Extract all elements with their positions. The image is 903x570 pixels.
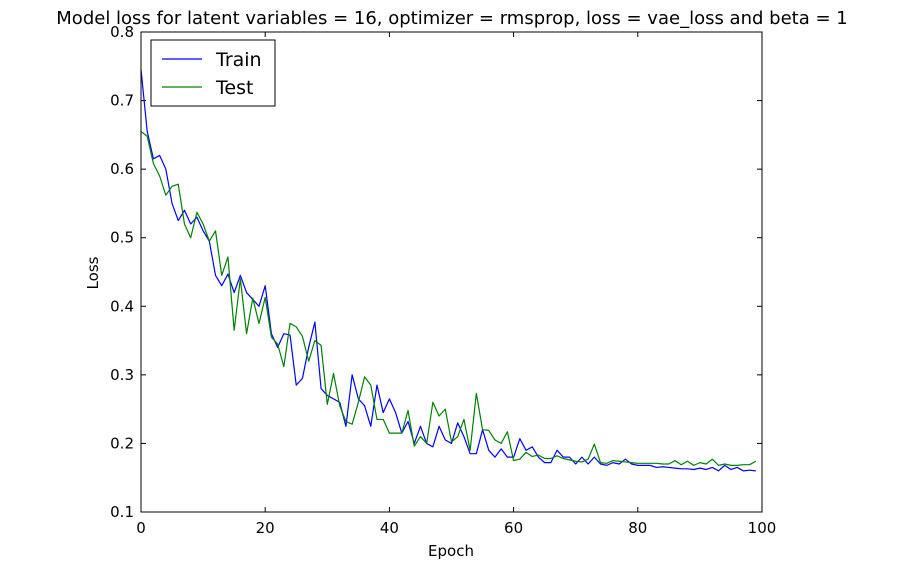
legend-label-test: Test [215,77,253,99]
series-line-test [140,130,757,466]
y-tick-label: 0.6 [110,160,134,178]
legend-label-train: Train [215,49,262,71]
plot-frame [140,31,763,513]
y-tick-label: 0.3 [110,366,134,384]
series-line-train [140,69,756,472]
y-tick-label: 0.7 [110,92,134,110]
series-layer [140,69,757,472]
tick-layer: 0 20 40 60 80 100 0.1 0.2 0.3 0.4 0.5 0.6 0.7 0.8 [110,23,776,537]
y-tick-label: 0.8 [110,23,134,41]
legend: Train Test [150,39,276,107]
x-tick-label: 60 [504,519,523,537]
x-tick-label: 0 [136,519,146,537]
x-tick-label: 100 [748,519,777,537]
x-tick-label: 80 [628,519,647,537]
legend-box [150,39,276,107]
y-tick-label: 0.4 [110,297,134,315]
chart-title: Model loss for latent variables = 16, op… [56,8,847,29]
x-axis-label: Epoch [428,542,474,560]
y-tick-label: 0.2 [110,434,134,452]
y-tick-label: 0.5 [110,229,134,247]
x-tick-label: 20 [256,519,275,537]
plot-area [141,32,762,512]
y-tick-label: 0.1 [110,503,134,521]
y-axis-label: Loss [84,256,102,289]
x-tick-label: 40 [380,519,399,537]
